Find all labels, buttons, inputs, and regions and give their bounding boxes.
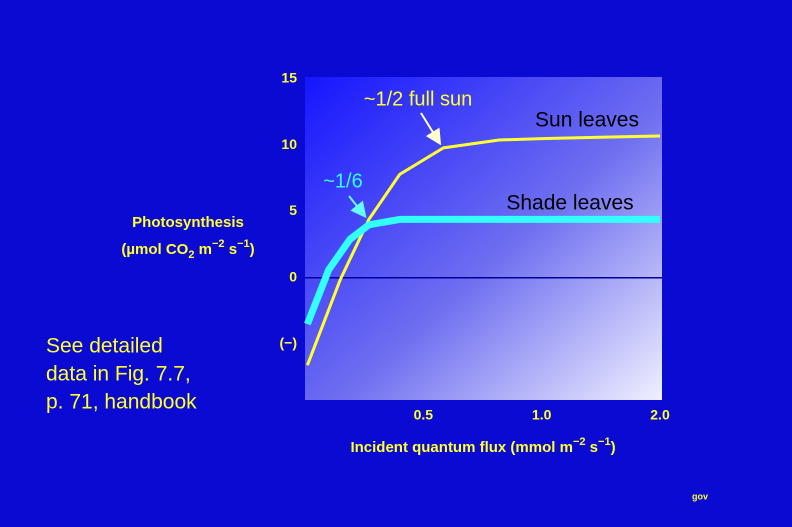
- series-line: [305, 134, 661, 366]
- y-axis-label: (µmol CO2 m−2 s−1): [121, 238, 254, 261]
- y-axis-label-part: −2: [212, 238, 225, 250]
- x-axis-label-part: Incident quantum flux (mmol m: [350, 439, 573, 456]
- y-tick-label: (−): [280, 335, 298, 351]
- annotation: ~1/6: [323, 170, 362, 192]
- y-tick-label: 10: [281, 136, 297, 152]
- marks: [304, 134, 662, 366]
- x-axis-label-part: −1: [598, 436, 611, 448]
- x-axis-label-part: s: [586, 439, 599, 456]
- y-tick-label: 0: [289, 268, 297, 284]
- y-axis-label-part: −1: [237, 238, 250, 250]
- y-tick-label: 15: [281, 70, 297, 86]
- note: See detailed: [46, 335, 163, 358]
- footer: gov: [692, 491, 708, 501]
- note: data in Fig. 7.7,: [46, 363, 191, 386]
- series-line: [304, 215, 660, 326]
- y-axis-label-part: 2: [188, 249, 194, 261]
- x-tick-label: 2.0: [650, 407, 670, 423]
- y-axis-label-part: s: [225, 241, 238, 258]
- y-axis-label: Photosynthesis: [132, 214, 244, 231]
- x-axis-label-part: −2: [573, 436, 586, 448]
- x-axis-label-part: ): [611, 439, 616, 456]
- annotation-arrow: [420, 112, 442, 146]
- plot-area: [305, 77, 662, 400]
- y-tick-label: 5: [289, 202, 297, 218]
- x-tick-label: 1.0: [532, 407, 552, 423]
- x-axis-label: Incident quantum flux (mmol m−2 s−1): [350, 436, 615, 456]
- annotation: ~1/2 full sun: [364, 88, 472, 110]
- note: p. 71, handbook: [46, 391, 197, 414]
- y-axis-label-part: m: [194, 241, 212, 258]
- y-axis-label-part: (µmol CO: [121, 241, 188, 258]
- series-label: Sun leaves: [535, 109, 639, 132]
- annotation-arrow: [348, 195, 367, 219]
- y-axis-label-part: ): [250, 241, 255, 258]
- series-label: Shade leaves: [506, 192, 633, 215]
- x-tick-label: 0.5: [414, 407, 434, 423]
